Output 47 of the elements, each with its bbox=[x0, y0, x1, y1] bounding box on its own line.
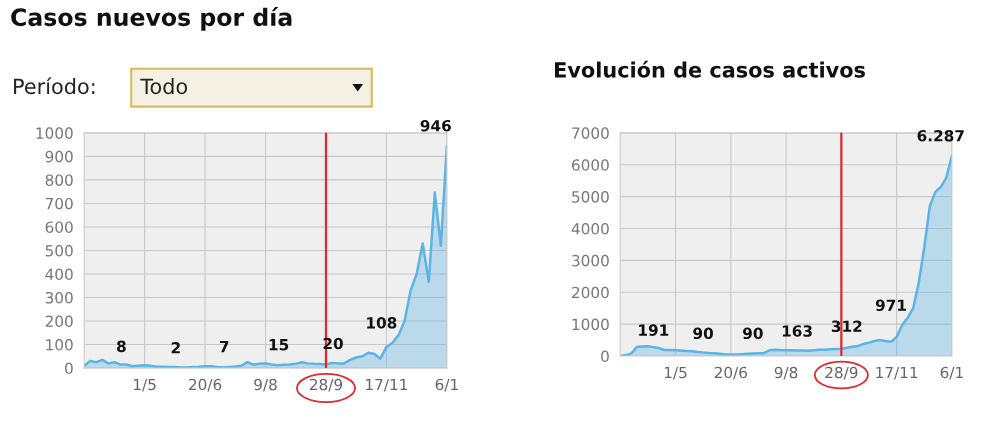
x-tick-label: 6/1 bbox=[940, 366, 963, 380]
y-tick-label: 0 bbox=[65, 362, 73, 375]
data-label: 8 bbox=[117, 340, 126, 353]
data-label: 163 bbox=[782, 325, 812, 337]
x-tick-label: 17/11 bbox=[366, 378, 408, 392]
data-label: 15 bbox=[269, 339, 289, 351]
x-tick-label: 9/8 bbox=[774, 366, 798, 380]
y-tick-label: 3000 bbox=[572, 254, 609, 267]
y-tick-label: 6000 bbox=[572, 159, 609, 171]
data-label: 971 bbox=[875, 299, 906, 312]
y-tick-label: 900 bbox=[45, 150, 73, 163]
y-tick-label: 800 bbox=[45, 174, 73, 186]
y-tick-label: 400 bbox=[45, 268, 73, 281]
data-label: 2 bbox=[171, 341, 180, 354]
x-tick-label: 1/5 bbox=[134, 378, 156, 392]
x-tick-label: 20/6 bbox=[189, 378, 222, 392]
y-tick-label: 1000 bbox=[572, 318, 609, 331]
data-label: 946 bbox=[420, 119, 451, 132]
text: Período: bbox=[14, 77, 95, 95]
data-label: 90 bbox=[693, 327, 713, 340]
data-label: 108 bbox=[367, 317, 397, 329]
y-tick-label: 700 bbox=[45, 197, 73, 210]
data-label: 90 bbox=[743, 327, 763, 340]
x-tick-label: 28/9 bbox=[309, 378, 343, 392]
x-tick-label: 9/8 bbox=[254, 378, 277, 392]
x-tick-label: 17/11 bbox=[876, 366, 918, 380]
y-tick-label: 1000 bbox=[36, 127, 73, 139]
y-tick-label: 5000 bbox=[572, 191, 609, 203]
x-tick-label: 6/1 bbox=[435, 378, 458, 392]
chart-title: Evolución de casos activos bbox=[555, 60, 865, 78]
y-tick-label: 4000 bbox=[571, 222, 609, 235]
y-tick-label: 100 bbox=[46, 339, 73, 351]
data-label: 191 bbox=[639, 324, 669, 336]
y-tick-label: 500 bbox=[45, 244, 73, 257]
y-tick-label: 0 bbox=[601, 350, 609, 363]
x-tick-label: 28/9 bbox=[825, 366, 858, 380]
y-tick-label: 2000 bbox=[572, 286, 609, 299]
y-tick-label: 300 bbox=[45, 291, 73, 304]
y-tick-label: 600 bbox=[45, 221, 73, 233]
text: Todo bbox=[140, 78, 188, 95]
data-label: 6.287 bbox=[917, 129, 964, 142]
y-tick-label: 200 bbox=[45, 315, 73, 328]
x-tick-label: 1/5 bbox=[664, 366, 687, 380]
x-tick-label: 20/6 bbox=[714, 366, 747, 380]
data-label: 7 bbox=[219, 341, 229, 353]
chart-title: Casos nuevos por día bbox=[11, 6, 292, 31]
y-tick-label: 7000 bbox=[572, 127, 609, 139]
